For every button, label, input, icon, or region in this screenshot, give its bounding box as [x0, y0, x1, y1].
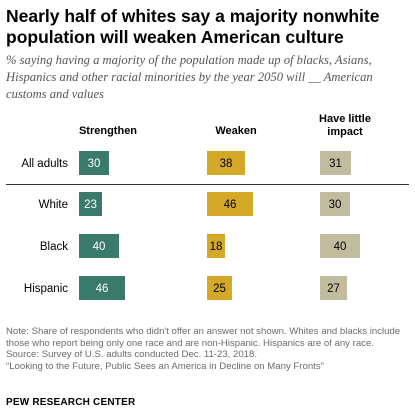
chart-title-line-2: population will weaken American culture — [6, 27, 344, 47]
source-text: Source: Survey of U.S. adults conducted … — [6, 349, 258, 361]
bar-weaken-all-adults — [207, 151, 245, 175]
legend-weaken: Weaken — [215, 125, 257, 137]
note-text: Note: Share of respondents who didn't of… — [6, 326, 401, 349]
brand-logo-text: PEW RESEARCH CENTER — [6, 397, 136, 408]
data-label-strengthen-all-adults: 30 — [88, 158, 101, 170]
data-label-weaken-white: 46 — [224, 199, 237, 211]
data-label-weaken-black: 18 — [210, 241, 223, 253]
bar-strengthen-all-adults — [79, 151, 109, 175]
legend-strengthen: Strengthen — [79, 125, 137, 137]
data-label-weaken-all-adults: 38 — [220, 158, 233, 170]
chart-notes: Note: Share of respondents who didn't of… — [6, 326, 411, 373]
data-label-have-little-impact-hispanic: 27 — [327, 283, 340, 295]
chart-title-line-1: Nearly half of whites say a majority non… — [6, 6, 380, 26]
data-label-strengthen-white: 23 — [84, 199, 97, 211]
data-label-have-little-impact-black: 40 — [334, 241, 347, 253]
category-label-hispanic: Hispanic — [24, 283, 68, 295]
chart-subtitle: % saying having a majority of the popula… — [6, 53, 373, 101]
bar-strengthen-black — [79, 234, 119, 258]
bar-have-little-impact-all-adults — [320, 151, 351, 175]
bar-weaken-black — [207, 234, 225, 258]
data-label-strengthen-hispanic: 46 — [96, 283, 109, 295]
bar-weaken-white — [207, 192, 253, 216]
chart-title: Nearly half of whites say a majority non… — [6, 6, 411, 48]
bar-strengthen-hispanic — [79, 276, 125, 300]
bar-have-little-impact-white — [320, 192, 350, 216]
bar-chart: Strengthen Weaken Have little impact All adu… — [6, 113, 409, 300]
data-label-have-little-impact-all-adults: 31 — [329, 158, 342, 170]
legend-have-little-impact: Have little impact — [319, 113, 371, 138]
category-label-white: White — [39, 199, 68, 211]
data-label-weaken-hispanic: 25 — [213, 283, 226, 295]
bar-have-little-impact-hispanic — [320, 276, 347, 300]
category-label-black: Black — [40, 241, 68, 253]
bar-weaken-hispanic — [207, 276, 232, 300]
data-label-strengthen-black: 40 — [93, 241, 106, 253]
data-label-have-little-impact-white: 30 — [329, 199, 342, 211]
bar-strengthen-white — [79, 192, 102, 216]
bar-have-little-impact-black — [320, 234, 360, 258]
category-label-all-adults: All adults — [21, 158, 68, 170]
report-title: “Looking to the Future, Public Sees an A… — [6, 361, 324, 373]
